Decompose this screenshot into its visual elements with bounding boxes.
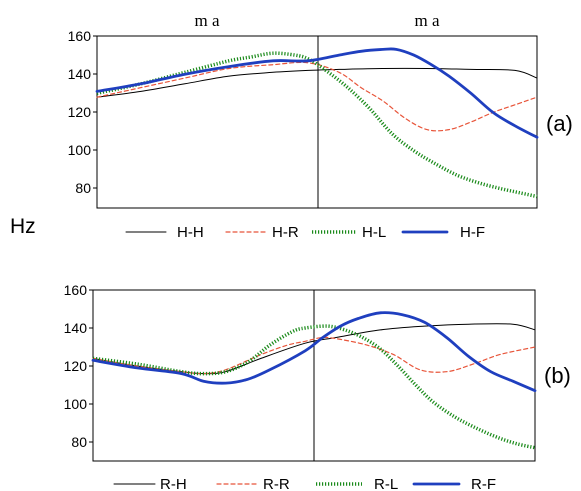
legend-label-h-f: H-F [460,224,485,241]
y-tick-label-a-100: 100 [68,142,92,158]
series-line-h-f [95,47,539,139]
y-tick-label-b-140: 140 [64,320,88,336]
legend-a: H-H H-R H-L H-F [125,224,485,241]
legend-label-r-f: R-F [471,476,496,491]
y-tick-label-a-120: 120 [68,104,92,120]
legend-label-r-r: R-R [263,476,290,491]
series-line-r-h [92,323,536,375]
syllable-label-a-2: m a [414,11,439,30]
series-line-r-f [91,311,537,393]
y-tick-label-b-120: 120 [64,358,88,374]
panel-label-b: (b) [544,363,571,388]
legend-label-h-h: H-H [177,224,204,241]
legend-label-r-l: R-L [374,476,398,491]
y-axis-unit-label: Hz [10,215,36,238]
legend-label-r-h: R-H [160,476,187,491]
panel-b: 160 140 120 100 80 (b) R-H R-R R-L R-F [64,282,571,491]
y-tick-label-a-160: 160 [68,28,92,44]
y-tick-label-b-100: 100 [64,396,88,412]
legend-label-h-r: H-R [272,224,299,241]
legend-label-h-l: H-L [362,224,386,241]
y-tick-label-a-140: 140 [68,66,92,82]
series-line-h-r [96,61,538,132]
panel-label-a: (a) [546,111,573,136]
series-line-r-l [92,324,536,450]
y-tick-label-b-80: 80 [71,434,87,450]
legend-b: R-H R-R R-L R-F [113,476,496,491]
panel-a: m a m a 160 140 120 100 80 (a) H-H H-R H… [68,11,573,241]
y-tick-label-a-80: 80 [75,180,91,196]
y-tick-label-b-160: 160 [64,282,88,298]
series-line-h-l [96,51,538,199]
plot-frame-a [96,35,538,209]
syllable-label-a-1: m a [194,11,219,30]
